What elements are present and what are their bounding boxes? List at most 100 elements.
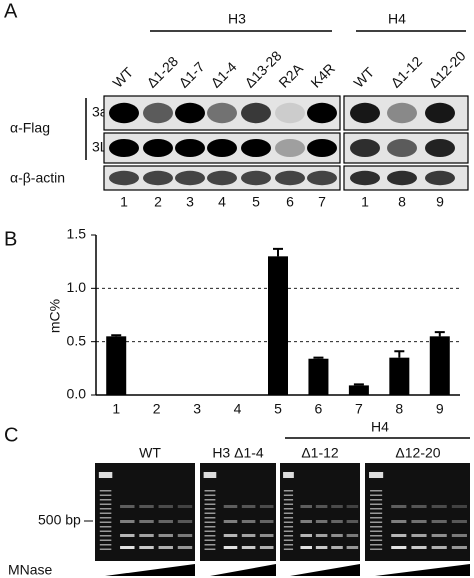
gel-band bbox=[139, 546, 154, 549]
blot-band bbox=[109, 139, 139, 157]
x-tick-label: 5 bbox=[274, 401, 282, 417]
blot-band bbox=[275, 102, 305, 124]
lane-number: 1 bbox=[120, 194, 128, 210]
ladder-band bbox=[370, 539, 383, 541]
blot-band bbox=[109, 170, 139, 186]
blot-band bbox=[350, 170, 380, 186]
ladder-band bbox=[204, 535, 216, 537]
ladder-band bbox=[370, 535, 383, 537]
gel-band bbox=[259, 534, 274, 537]
ladder-band bbox=[370, 494, 383, 496]
gel-band bbox=[241, 505, 256, 508]
gel-well bbox=[369, 472, 384, 478]
gel-band bbox=[177, 546, 193, 549]
lane-label: WT bbox=[350, 64, 377, 91]
ladder-band bbox=[204, 490, 216, 492]
error-bar bbox=[313, 356, 324, 359]
ladder-band bbox=[204, 526, 216, 528]
gel-band bbox=[300, 520, 312, 523]
blot-band bbox=[175, 170, 205, 186]
gel-band bbox=[223, 520, 238, 523]
lane-number: 6 bbox=[286, 194, 294, 210]
blot-band bbox=[175, 139, 205, 157]
blot-band bbox=[425, 139, 455, 157]
y-tick-label: 0.0 bbox=[67, 386, 87, 402]
blot-band bbox=[241, 170, 271, 186]
ladder-band bbox=[204, 544, 216, 546]
bar bbox=[268, 256, 288, 395]
ladder-band bbox=[204, 530, 216, 532]
sample-label: WT bbox=[139, 445, 161, 461]
sample-label: H3 Δ1-4 bbox=[212, 445, 264, 461]
lane-number: 7 bbox=[318, 194, 326, 210]
gel-band bbox=[120, 534, 135, 537]
ladder-band bbox=[283, 530, 294, 532]
gel-band bbox=[451, 534, 467, 537]
gel-band bbox=[315, 505, 328, 508]
x-tick-label: 7 bbox=[355, 401, 363, 417]
ladder-band bbox=[204, 494, 216, 496]
y-tick-label: 0.5 bbox=[67, 332, 87, 348]
lane-number: 5 bbox=[252, 194, 260, 210]
gel-band bbox=[391, 505, 407, 508]
ladder-band bbox=[204, 539, 216, 541]
error-bar bbox=[353, 383, 364, 386]
gel-band bbox=[177, 505, 193, 508]
ladder-band bbox=[370, 512, 383, 514]
lane-label: Δ12-20 bbox=[425, 47, 468, 90]
gel-band bbox=[259, 505, 274, 508]
gel-band bbox=[300, 505, 312, 508]
gel-band bbox=[331, 534, 343, 537]
lane-label: Δ1-4 bbox=[207, 58, 239, 90]
blot-band bbox=[241, 102, 271, 124]
panel-label: B bbox=[4, 228, 17, 250]
ladder-band bbox=[204, 517, 216, 519]
gel-band bbox=[223, 546, 238, 549]
ladder-band bbox=[283, 526, 294, 528]
ladder-band bbox=[283, 512, 294, 514]
x-tick-label: 8 bbox=[395, 401, 403, 417]
blot-band bbox=[275, 139, 305, 157]
gel-band bbox=[331, 520, 343, 523]
ladder-band bbox=[99, 499, 112, 501]
gel-band bbox=[315, 546, 328, 549]
gel-band bbox=[315, 534, 328, 537]
gel-band bbox=[431, 520, 447, 523]
x-tick-label: 6 bbox=[315, 401, 323, 417]
gel-band bbox=[431, 546, 447, 549]
ladder-band bbox=[283, 535, 294, 537]
blot-band bbox=[307, 139, 337, 157]
lane-label: Δ1-28 bbox=[143, 53, 181, 91]
ladder-band bbox=[370, 544, 383, 546]
ladder-band bbox=[204, 521, 216, 523]
gel-band bbox=[139, 534, 154, 537]
gel-band bbox=[411, 546, 427, 549]
ladder-band bbox=[204, 508, 216, 510]
ladder-band bbox=[283, 539, 294, 541]
gel-band bbox=[451, 520, 467, 523]
sample-label: Δ1-12 bbox=[301, 445, 339, 461]
enzyme-label: MNase bbox=[8, 562, 53, 578]
ladder-band bbox=[283, 544, 294, 546]
ladder-band bbox=[370, 526, 383, 528]
blot-band bbox=[350, 102, 380, 124]
ladder-band bbox=[283, 499, 294, 501]
blot-band bbox=[143, 102, 173, 124]
x-tick-label: 1 bbox=[112, 401, 120, 417]
gel-band bbox=[300, 546, 312, 549]
gel-band bbox=[391, 520, 407, 523]
gel-band bbox=[259, 546, 274, 549]
x-tick-label: 3 bbox=[193, 401, 201, 417]
ladder-band bbox=[204, 499, 216, 501]
gel-band bbox=[259, 520, 274, 523]
ladder-band bbox=[99, 512, 112, 514]
ladder-band bbox=[99, 494, 112, 496]
ladder-band bbox=[99, 517, 112, 519]
mnase-wedge bbox=[375, 564, 470, 576]
ladder-band bbox=[99, 548, 112, 550]
gel-band bbox=[241, 546, 256, 549]
gel-band bbox=[346, 546, 359, 549]
gel-band bbox=[346, 534, 359, 537]
bar bbox=[308, 358, 329, 395]
